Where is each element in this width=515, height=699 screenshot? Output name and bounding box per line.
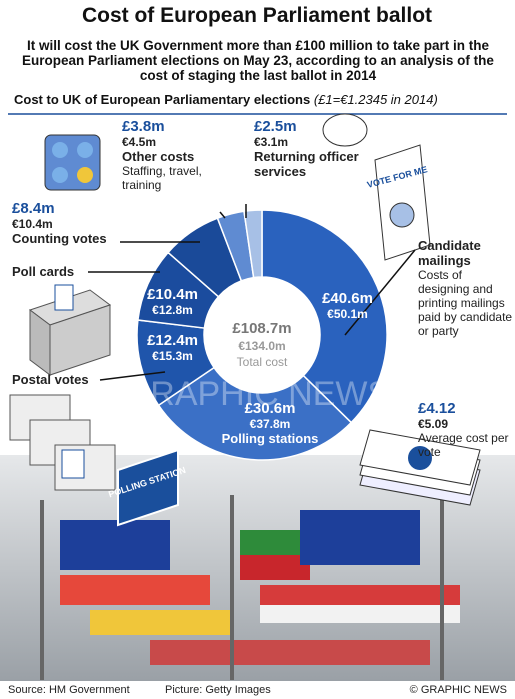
- category-name: Counting votes: [12, 231, 107, 246]
- value-label: £8.4m: [12, 200, 55, 217]
- description: Costs of designing and printing mailings…: [418, 268, 513, 338]
- sign: POLLING STATION: [107, 448, 187, 527]
- credit: © GRAPHIC NEWS: [410, 684, 507, 696]
- euro-label: €10.4m: [12, 217, 53, 231]
- slice-label: £8.4m €10.4m Counting votes: [12, 200, 152, 246]
- donut: £108.7m €134.0m Total cost: [88, 204, 416, 461]
- slice-label: £2.5m €3.1m Returning officer services: [254, 118, 364, 179]
- footer-bar: [0, 681, 515, 699]
- slice-label: £30.6m €37.8m Polling stations: [200, 400, 340, 446]
- picture-credit: Picture: Getty Images: [165, 684, 271, 696]
- title: Cost of European Parliament ballot: [82, 4, 432, 27]
- subtitle-box: It will cost the UK Government more than…: [22, 38, 494, 83]
- chart-title-main: Cost to UK of European Parliamentary ele…: [14, 92, 310, 107]
- leader-line: [99, 371, 166, 381]
- category-name: Poll cards: [12, 264, 75, 279]
- calculator: [44, 134, 101, 191]
- ballot-box: [28, 284, 112, 376]
- slice: [261, 209, 388, 424]
- euro-label: €3.1m: [254, 135, 289, 149]
- value-label: £2.5m: [254, 118, 297, 135]
- poster: VOTE FOR ME: [322, 113, 431, 261]
- euro-label: €37.8m: [249, 417, 291, 431]
- description: Staffing, travel, training: [122, 164, 202, 192]
- slice-label: £40.6m €50.1m: [300, 290, 395, 321]
- value-label: £10.4m: [147, 286, 198, 303]
- euro-label: €50.1m: [327, 307, 368, 321]
- banknotes: [359, 429, 481, 506]
- category-name: Other costs: [122, 149, 195, 164]
- euro-label: €4.5m: [122, 135, 157, 149]
- chart-title: Cost to UK of European Parliamentary ele…: [14, 92, 438, 107]
- average-value: £4.12: [418, 400, 456, 417]
- value-label: £30.6m: [244, 400, 296, 417]
- total-value: £108.7m: [232, 320, 291, 337]
- category-name: Returning officer services: [254, 149, 359, 179]
- value-label: £3.8m: [122, 118, 165, 135]
- donut-hole: [205, 278, 319, 392]
- watermark: GRAPHIC NEWS: [124, 375, 390, 413]
- category-name: Postal votes: [12, 372, 89, 387]
- euro-label: €15.3m: [152, 349, 193, 363]
- slice-label: £10.4m €12.8m: [130, 286, 215, 317]
- total-text: Total cost: [237, 355, 288, 369]
- leader-line: [344, 249, 416, 336]
- flags: [40, 490, 460, 680]
- slice-label: £3.8m €4.5m Other costs Staffing, travel, t…: [122, 118, 232, 192]
- leader-line: [219, 211, 226, 219]
- category-label: Candidate mailings Costs of designing and…: [418, 238, 513, 338]
- total-euro: €134.0m: [238, 339, 285, 353]
- value-label: £12.4m: [147, 332, 198, 349]
- envelopes: [9, 394, 116, 491]
- average-text: Average cost per vote: [418, 431, 509, 459]
- note: (£1=€1.2345 in 2014): [314, 92, 438, 107]
- slice: [157, 366, 353, 461]
- category-name: Polling stations: [221, 431, 319, 446]
- slice: [243, 209, 263, 279]
- category-label: Poll cards: [12, 264, 122, 279]
- category-label: Postal votes: [12, 372, 122, 387]
- category-name: Candidate mailings: [418, 238, 481, 268]
- euro-label: €12.8m: [152, 303, 193, 317]
- average: £4.12 €5.09 Average cost per vote: [418, 400, 513, 459]
- subtitle: It will cost the UK Government more than…: [22, 38, 494, 83]
- value-label: £40.6m: [322, 290, 373, 307]
- source: Source: HM Government: [8, 684, 130, 696]
- average-euro: €5.09: [418, 417, 449, 431]
- slice-label: £12.4m €15.3m: [130, 332, 215, 363]
